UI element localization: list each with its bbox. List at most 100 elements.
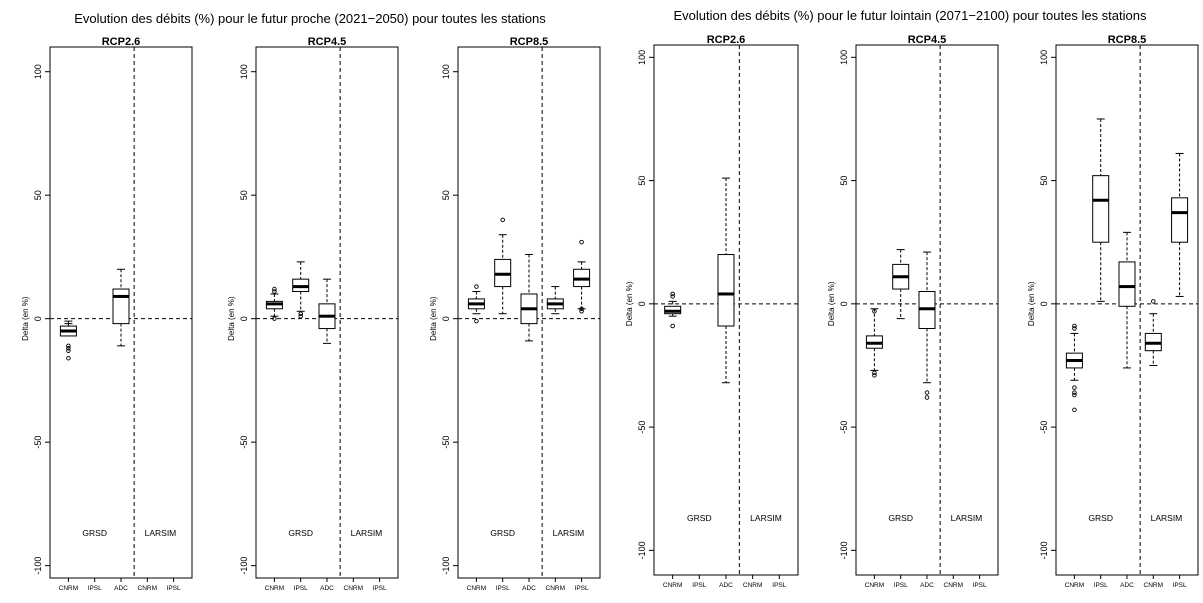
box-3 xyxy=(112,268,130,347)
panel-title: RCP4.5 xyxy=(908,34,947,46)
model-label-grsd: GRSD xyxy=(82,528,107,538)
y-tick-label: 50 xyxy=(1039,176,1049,186)
box-1 xyxy=(865,308,883,378)
box-1 xyxy=(664,291,682,329)
outlier-point xyxy=(1072,390,1077,395)
x-tick-label: IPSL xyxy=(772,582,786,589)
outlier-point xyxy=(66,348,71,354)
box-iqr xyxy=(1118,261,1136,307)
y-axis-label: Delta (en %) xyxy=(827,281,836,326)
box-1 xyxy=(467,284,485,324)
box-iqr xyxy=(112,288,130,325)
outlier-point xyxy=(474,318,479,324)
group-title-far-future: Evolution des débits (%) pour le futur l… xyxy=(674,8,1147,23)
y-axis-label: Delta (en %) xyxy=(429,296,438,341)
y-tick-label: -50 xyxy=(839,421,849,434)
box-2 xyxy=(1092,118,1110,302)
model-label-grsd: GRSD xyxy=(1088,513,1113,523)
x-tick-label: ADC xyxy=(1120,582,1134,589)
model-label-larsim: LARSIM xyxy=(145,528,177,538)
x-tick-label: IPSL xyxy=(496,585,510,592)
x-tick-label: IPSL xyxy=(373,585,387,592)
y-tick-label: -100 xyxy=(441,557,451,575)
y-axis-label: Delta (en %) xyxy=(21,296,30,341)
y-tick-label: 50 xyxy=(839,176,849,186)
outlier-point xyxy=(670,323,675,329)
x-tick-label: CNRM xyxy=(265,585,285,592)
y-tick-label: -50 xyxy=(1039,421,1049,434)
y-tick-label: -100 xyxy=(33,557,43,575)
y-tick-label: 50 xyxy=(33,190,43,200)
box-4 xyxy=(1144,299,1162,366)
box-3 xyxy=(1118,231,1136,369)
outlier-point xyxy=(66,355,71,361)
box-5 xyxy=(1171,152,1189,297)
outlier-point xyxy=(872,373,877,378)
y-tick-label: -100 xyxy=(839,541,849,559)
x-tick-label: ADC xyxy=(920,582,934,589)
y-tick-label: 0 xyxy=(239,316,249,321)
outlier-point xyxy=(272,289,277,294)
y-tick-label: 100 xyxy=(839,50,849,65)
box-3 xyxy=(318,278,336,344)
x-tick-label: CNRM xyxy=(59,585,79,592)
box-4 xyxy=(546,286,564,315)
outlier-point xyxy=(1151,299,1156,304)
outlier-point xyxy=(1072,407,1077,413)
y-tick-label: 100 xyxy=(239,64,249,79)
y-tick-label: 100 xyxy=(441,64,451,79)
panel-title: RCP8.5 xyxy=(510,36,549,48)
box-iqr xyxy=(717,254,735,327)
y-tick-label: 50 xyxy=(637,176,647,186)
outlier-point xyxy=(66,343,71,349)
outlier-point xyxy=(924,390,930,395)
outlier-point xyxy=(579,306,584,312)
box-1 xyxy=(59,320,77,361)
panel-title: RCP2.6 xyxy=(102,36,141,48)
x-tick-label: ADC xyxy=(320,585,334,592)
x-tick-label: IPSL xyxy=(973,582,987,589)
box-iqr xyxy=(1092,175,1110,243)
x-tick-label: CNRM xyxy=(944,582,964,589)
model-label-grsd: GRSD xyxy=(687,513,712,523)
outlier-point xyxy=(1072,323,1077,329)
panel-2: RCP4.5 -100 -50 0 50 100 Delta (en %) GRSD LARSI… xyxy=(227,36,399,592)
x-tick-label: CNRM xyxy=(138,585,158,592)
y-tick-label: 0 xyxy=(1039,301,1049,306)
panel-title: RCP2.6 xyxy=(707,34,746,46)
panel-3: RCP8.5 -100 -50 0 50 100 Delta (en %) GRSD LARSI… xyxy=(429,36,601,592)
box-3 xyxy=(918,251,936,400)
y-tick-label: 50 xyxy=(441,190,451,200)
outlier-point xyxy=(272,286,277,292)
x-tick-label: ADC xyxy=(719,582,733,589)
panel-1: RCP2.6 -100 -50 0 50 100 Delta (en %) GRSD LARSI… xyxy=(21,36,193,592)
x-tick-label: IPSL xyxy=(294,585,308,592)
model-label-larsim: LARSIM xyxy=(951,513,983,523)
y-tick-label: 100 xyxy=(1039,50,1049,65)
outlier-point xyxy=(298,313,303,319)
x-tick-label: CNRM xyxy=(1065,582,1085,589)
box-5 xyxy=(573,239,591,314)
plot-frame xyxy=(1055,44,1199,576)
x-tick-label: ADC xyxy=(114,585,128,592)
model-label-larsim: LARSIM xyxy=(553,528,585,538)
model-label-grsd: GRSD xyxy=(888,513,913,523)
panel-4: RCP2.6 -100 -50 0 50 100 Delta (en %) GRSD LARSI… xyxy=(625,34,799,589)
model-label-larsim: LARSIM xyxy=(1151,513,1183,523)
x-tick-label: IPSL xyxy=(1094,582,1108,589)
y-tick-label: 0 xyxy=(839,301,849,306)
x-tick-label: CNRM xyxy=(865,582,885,589)
x-tick-label: CNRM xyxy=(663,582,683,589)
x-tick-label: IPSL xyxy=(1173,582,1187,589)
y-tick-label: -50 xyxy=(637,421,647,434)
y-axis-label: Delta (en %) xyxy=(625,281,634,326)
x-tick-label: CNRM xyxy=(467,585,487,592)
y-axis-label: Delta (en %) xyxy=(1027,281,1036,326)
box-3 xyxy=(717,177,735,384)
outlier-point xyxy=(579,239,584,245)
x-tick-label: ADC xyxy=(522,585,536,592)
y-tick-label: -50 xyxy=(33,436,43,449)
panel-title: RCP8.5 xyxy=(1108,34,1147,46)
outlier-point xyxy=(474,284,479,289)
y-tick-label: -50 xyxy=(239,436,249,449)
